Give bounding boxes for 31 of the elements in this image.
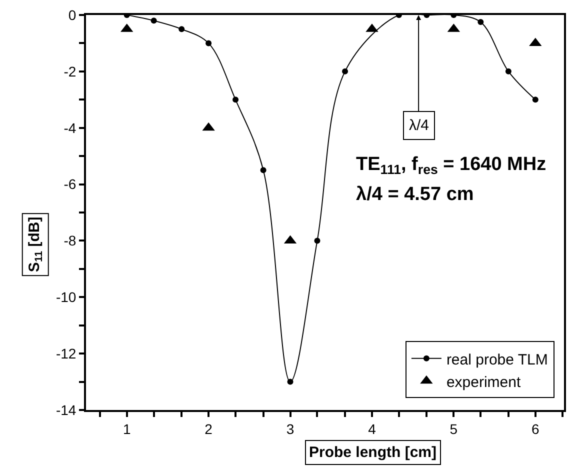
point — [532, 96, 538, 103]
annotation: TE$_{111}$, f$_{res}$ = 1640 MHz — [356, 154, 546, 177]
legend-label: real probe TLM — [446, 351, 548, 368]
point — [206, 40, 212, 46]
y-tick-label: -14 — [56, 402, 76, 418]
point — [505, 68, 512, 74]
point — [232, 96, 239, 103]
point — [478, 19, 484, 26]
x-tick-label: 4 — [368, 420, 376, 437]
point — [260, 167, 266, 174]
point — [342, 68, 348, 74]
y-tick-label: -2 — [64, 63, 76, 80]
x-tick-label: 2 — [204, 420, 213, 437]
point — [314, 238, 320, 244]
annotation: λ/4 = 4.57 cm — [356, 184, 474, 205]
y-tick-label: -8 — [64, 232, 76, 249]
point — [287, 378, 294, 385]
annotation: λ/4 — [409, 117, 430, 134]
x-tick-label: 6 — [532, 420, 540, 437]
y-tick-label: 0 — [68, 6, 76, 23]
y-tick-label: -4 — [64, 120, 76, 136]
x-axis-title: Probe length [cm] — [309, 444, 437, 461]
y-tick-label: -10 — [56, 289, 76, 306]
x-tick-label: 5 — [450, 420, 458, 437]
legend-label: experiment — [446, 374, 522, 391]
x-tick-label: 3 — [286, 420, 294, 437]
point — [150, 18, 157, 24]
y-tick-label: -6 — [64, 176, 76, 192]
x-tick-label: 1 — [122, 420, 131, 437]
y-tick-label: -12 — [56, 345, 76, 362]
point — [178, 26, 185, 32]
